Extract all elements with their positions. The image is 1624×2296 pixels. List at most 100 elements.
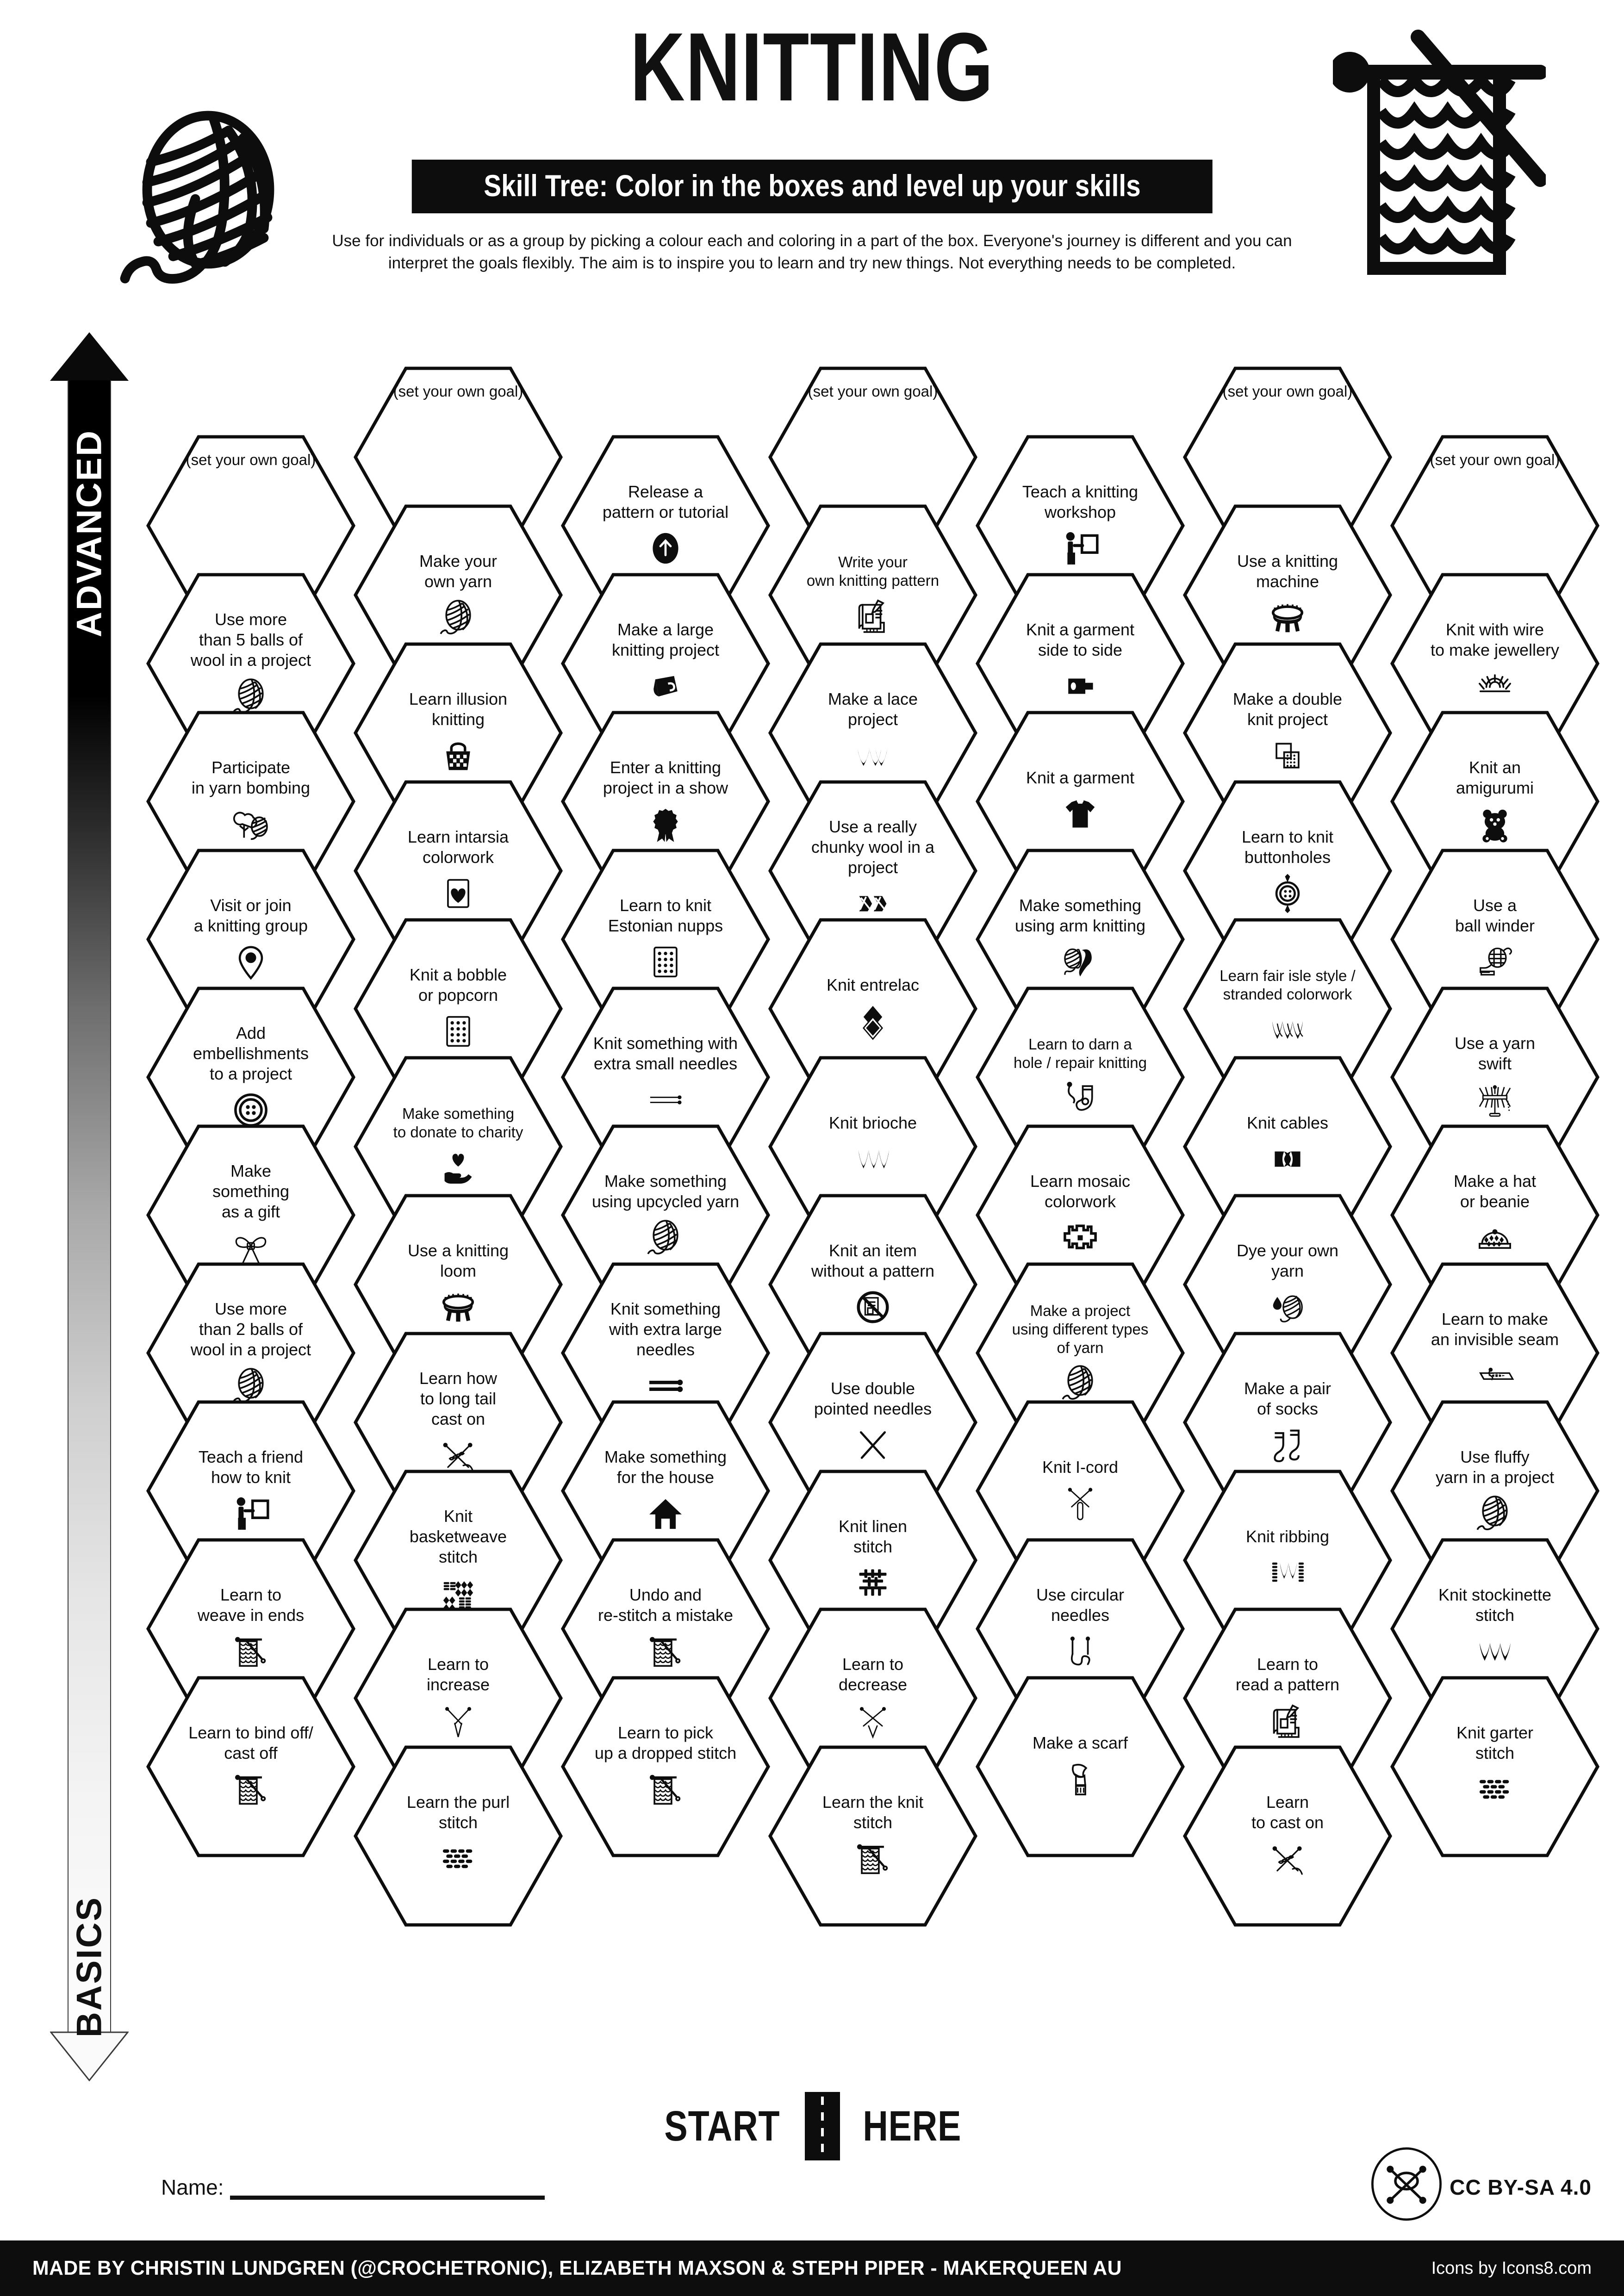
skill-hex-c7-r5[interactable]: Use a yarn swift (1390, 987, 1599, 1168)
name-field[interactable]: Name: (161, 2175, 716, 2200)
beanie-icon (1474, 1216, 1516, 1259)
skill-hex-c5-r1[interactable]: Teach a knitting workshop (976, 435, 1185, 616)
skill-hex-c4-r1[interactable]: (set your own goal) (768, 366, 977, 548)
fairisle-stitch-icon (1266, 1008, 1309, 1051)
skill-label: Make a large knitting project (611, 620, 720, 659)
skill-hex-c5-r7[interactable]: Make a project using different types of ya… (976, 1262, 1185, 1444)
skill-hex-c3-r6[interactable]: Make something using upcycled yarn (561, 1124, 770, 1306)
icons-credit-text: Icons by Icons8.com (1431, 2258, 1592, 2278)
needle-swatch-icon (230, 1630, 272, 1673)
name-input-line[interactable] (230, 2191, 545, 2200)
basket-checker-icon (437, 734, 479, 777)
skill-hex-c3-r9[interactable]: Undo and re-stitch a mistake (561, 1538, 770, 1719)
skill-hex-c2-r9[interactable]: Knit basketweave stitch (354, 1470, 563, 1651)
skill-hex-c7-r6[interactable]: Make a hat or beanie (1390, 1124, 1599, 1306)
skill-hex-c7-r9[interactable]: Knit stockinette stitch (1390, 1538, 1599, 1719)
skill-hex-c5-r6[interactable]: Learn mosaic colorwork (976, 1124, 1185, 1306)
skill-hex-c5-r9[interactable]: Use circular needles (976, 1538, 1185, 1719)
skill-label: Write your own knitting pattern (806, 553, 940, 589)
pattern-document-icon (1266, 1700, 1309, 1742)
skill-hex-c2-r10[interactable]: Learn to increase (354, 1607, 563, 1789)
skill-label: Use more than 5 balls of wool in a project (190, 610, 311, 670)
skill-hex-c7-r1[interactable]: (set your own goal) (1390, 435, 1599, 616)
skill-label: Make something using upcycled yarn (591, 1172, 740, 1211)
skill-hex-c2-r7[interactable]: Use a knitting loom (354, 1194, 563, 1375)
skill-hex-c1-r2[interactable]: Use more than 5 balls of wool in a project (146, 573, 355, 754)
skill-label: Teach a friend how to knit (198, 1447, 304, 1487)
skill-hex-c6-r4[interactable]: Learn to knit buttonholes (1183, 780, 1392, 962)
skill-label: Make a scarf (1032, 1733, 1128, 1753)
skill-hex-c5-r4[interactable]: Make something using arm knitting (976, 849, 1185, 1030)
small-needles-icon (644, 1079, 687, 1121)
skill-hex-c6-r11[interactable]: Learn to cast on (1183, 1745, 1392, 1927)
skill-hex-c7-r4[interactable]: Use a ball winder (1390, 849, 1599, 1030)
skill-label: Teach a knitting workshop (1022, 482, 1139, 521)
skill-hex-c7-r3[interactable]: Knit an amigurumi (1390, 711, 1599, 892)
yarn-ball-icon (230, 1365, 272, 1407)
skill-hex-c6-r9[interactable]: Knit ribbing (1183, 1470, 1392, 1651)
skill-hex-c3-r8[interactable]: Make something for the house (561, 1400, 770, 1582)
skill-label: Knit a garment (1026, 768, 1135, 788)
crossed-needles-icon (852, 1424, 894, 1466)
tshirt-icon (1059, 793, 1101, 835)
skill-hex-c5-r5[interactable]: Learn to darn a hole / repair knitting (976, 987, 1185, 1168)
skill-hex-c6-r2[interactable]: Use a knitting machine (1183, 504, 1392, 686)
subtitle-text: Skill Tree: Color in the boxes and level… (483, 168, 1141, 203)
skill-hex-c5-r10[interactable]: Make a scarf (976, 1676, 1185, 1857)
skill-hex-c3-r3[interactable]: Enter a knitting project in a show (561, 711, 770, 892)
cable-icon (1266, 1138, 1309, 1180)
wire-jewellery-icon (1474, 665, 1516, 707)
skill-hex-c4-r6[interactable]: Knit brioche (768, 1056, 977, 1237)
skill-label: Make a project using different types of ya… (1012, 1302, 1149, 1357)
skill-hex-c5-r2[interactable]: Knit a garment side to side (976, 573, 1185, 754)
skill-hex-c2-r5[interactable]: Knit a bobble or popcorn (354, 918, 563, 1099)
skill-hex-c2-r4[interactable]: Learn intarsia colorwork (354, 780, 563, 962)
skill-hex-c1-r8[interactable]: Teach a friend how to knit (146, 1400, 355, 1582)
skill-hex-c7-r8[interactable]: Use fluffy yarn in a project (1390, 1400, 1599, 1582)
skill-hex-c5-r3[interactable]: Knit a garment (976, 711, 1185, 892)
yarn-swift-icon (1474, 1079, 1516, 1121)
skill-label: Knit linen stitch (838, 1517, 908, 1556)
skill-hex-c3-r10[interactable]: Learn to pick up a dropped stitch (561, 1676, 770, 1857)
arrow-gradient-shaft (68, 380, 111, 2032)
name-label: Name: (161, 2175, 224, 2199)
skill-hex-c3-r1[interactable]: Release a pattern or tutorial (561, 435, 770, 616)
skill-hex-c1-r3[interactable]: Participate in yarn bombing (146, 711, 355, 892)
skill-hex-c2-r11[interactable]: Learn the purl stitch (354, 1745, 563, 1927)
skill-label: Make something for the house (604, 1447, 727, 1487)
skill-hex-c4-r3[interactable]: Make a lace project (768, 642, 977, 824)
skill-hex-c3-r7[interactable]: Knit something with extra large needles (561, 1262, 770, 1444)
skill-hex-c1-r7[interactable]: Use more than 2 balls of wool in a project (146, 1262, 355, 1444)
skill-hex-c6-r5[interactable]: Learn fair isle style / stranded colorwor… (1183, 918, 1392, 1099)
creative-commons-badge-icon (1369, 2147, 1444, 2221)
upload-arrow-icon (644, 527, 687, 570)
skill-hex-c7-r10[interactable]: Knit garter stitch (1390, 1676, 1599, 1857)
skill-hex-c6-r7[interactable]: Dye your own yarn (1183, 1194, 1392, 1375)
buttonhole-icon (1266, 872, 1309, 915)
skill-hex-c6-r6[interactable]: Knit cables (1183, 1056, 1392, 1237)
no-pattern-icon (852, 1286, 894, 1328)
skill-hex-c6-r10[interactable]: Learn to read a pattern (1183, 1607, 1392, 1789)
here-word: HERE (863, 2102, 962, 2150)
skill-hex-c4-r11[interactable]: Learn the knit stitch (768, 1745, 977, 1927)
skill-hex-c5-r8[interactable]: Knit I-cord (976, 1400, 1185, 1582)
skill-hex-c2-r3[interactable]: Learn illusion knitting (354, 642, 563, 824)
skill-label: Learn to read a pattern (1235, 1655, 1340, 1694)
skill-hex-c1-r9[interactable]: Learn to weave in ends (146, 1538, 355, 1719)
skill-label: Learn to knit Estonian nupps (608, 896, 723, 935)
skill-hex-c1-r10[interactable]: Learn to bind off/cast off (146, 1676, 355, 1857)
skill-hex-c1-r1[interactable]: (set your own goal) (146, 435, 355, 616)
skill-label: Learn fair isle style / stranded colorwor… (1220, 967, 1356, 1003)
skill-hex-c2-r6[interactable]: Make something to donate to charity (354, 1056, 563, 1237)
skill-hex-c4-r7[interactable]: Knit an item without a pattern (768, 1194, 977, 1375)
skill-label: Enter a knitting project in a show (603, 758, 728, 797)
circular-needles-icon (1059, 1630, 1101, 1673)
skill-hex-c6-r1[interactable]: (set your own goal) (1183, 366, 1392, 548)
skill-label: Use double pointed needles (814, 1379, 932, 1418)
heart-hand-icon (437, 1146, 479, 1189)
skill-hex-c6-r3[interactable]: Make a double knit project (1183, 642, 1392, 824)
linen-stitch-icon (852, 1562, 894, 1604)
mosaic-motif-icon (1059, 1216, 1101, 1259)
skill-hex-c4-r10[interactable]: Learn to decrease (768, 1607, 977, 1789)
skill-hex-c3-r5[interactable]: Knit something with extra small needles (561, 987, 770, 1168)
